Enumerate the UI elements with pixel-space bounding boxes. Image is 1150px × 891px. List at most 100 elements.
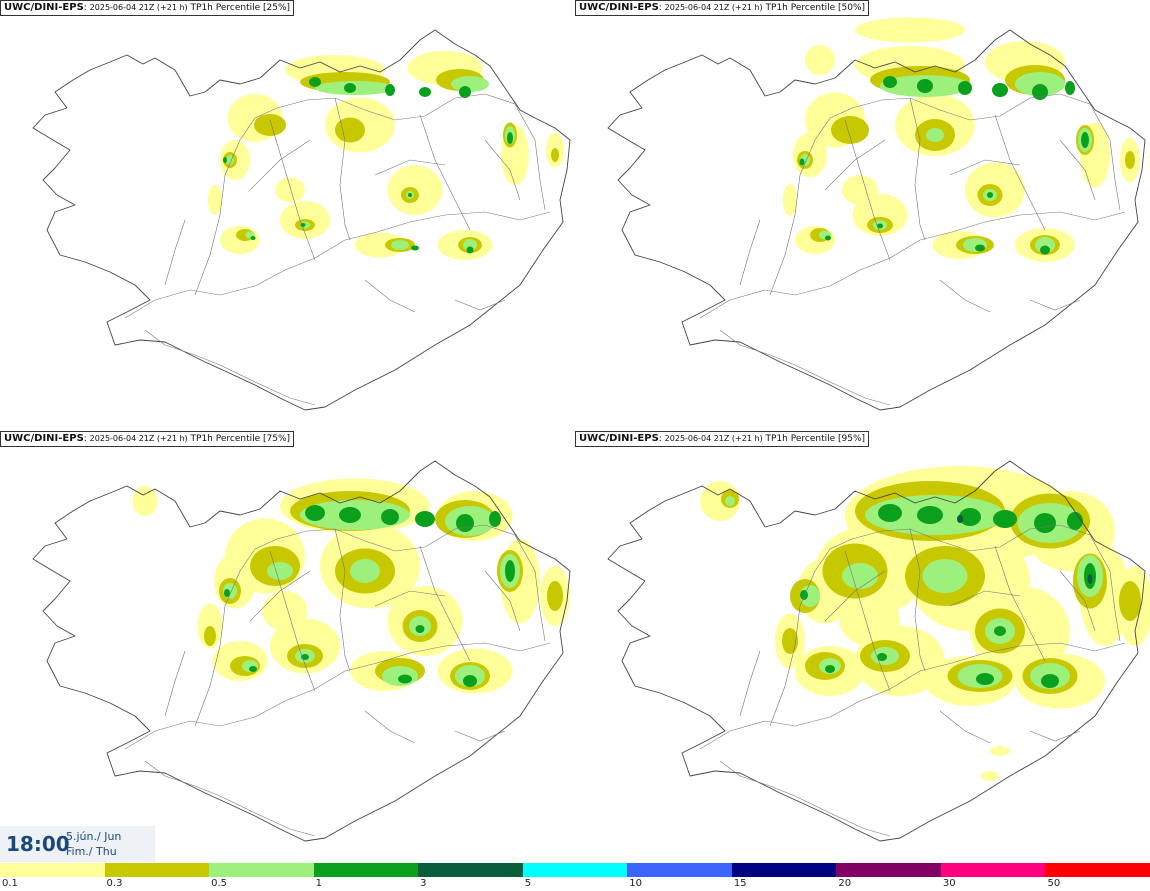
precip-area <box>992 83 1008 97</box>
road-line <box>334 528 351 672</box>
legend-swatch <box>522 863 628 877</box>
legend-swatch <box>627 863 733 877</box>
precip-area <box>855 17 965 43</box>
precip-area <box>831 116 869 144</box>
road-line <box>419 114 471 231</box>
road-line <box>454 299 506 311</box>
precip-area <box>842 563 878 589</box>
precip-area <box>262 591 308 631</box>
field-name: TP1h Percentile [50%] <box>765 3 866 13</box>
model-name: UWC/DINI-EPS <box>579 2 659 13</box>
precip-area <box>805 45 835 75</box>
road-line <box>484 139 521 201</box>
legend-swatch <box>313 863 419 877</box>
precip-area <box>459 86 471 98</box>
road-line <box>844 119 891 261</box>
precip-area <box>981 771 999 781</box>
legend-swatch <box>418 863 524 877</box>
precip-area <box>782 628 798 654</box>
precip-area <box>990 746 1010 756</box>
precip-area <box>987 192 993 198</box>
precip-area <box>725 496 735 506</box>
precip-area <box>1065 81 1075 95</box>
map-panel-p95: UWC/DINI-EPS: 2025-06-04 21Z (+21 h) TP1… <box>575 431 1150 862</box>
precip-area <box>1087 574 1093 584</box>
precip-area <box>1125 151 1135 169</box>
road-line <box>909 97 926 241</box>
valid-date-line1: 5.jún./ Jun <box>66 830 122 843</box>
model-name: UWC/DINI-EPS <box>579 433 659 444</box>
road-line <box>1059 139 1096 201</box>
legend-label: 10 <box>629 878 642 889</box>
precip-area <box>391 240 409 250</box>
precip-area <box>505 560 515 582</box>
precip-area <box>926 128 944 142</box>
precip-area <box>800 590 808 600</box>
legend-label: 1 <box>315 878 322 889</box>
legend-swatch <box>0 863 106 877</box>
precip-area <box>463 239 477 251</box>
precip-area <box>959 508 981 526</box>
color-legend: 0.1 0.3 0.5 1 3 5 10 15 20 30 50 <box>0 862 1150 891</box>
precip-area <box>355 232 405 258</box>
model-name: UWC/DINI-EPS <box>4 433 84 444</box>
road-line <box>374 590 446 607</box>
precip-area <box>132 486 158 516</box>
road-line <box>249 139 311 191</box>
legend-label: 30 <box>942 878 956 889</box>
road-line <box>334 97 351 241</box>
valid-time-box: 18:00 5.jún./ Jun Fim./ Thu <box>0 826 155 862</box>
precip-area <box>249 666 257 672</box>
field-name: TP1h Percentile [75%] <box>190 434 291 444</box>
precip-map-p95 <box>607 460 1150 842</box>
precip-area <box>451 76 489 92</box>
precip-area <box>466 246 474 254</box>
precip-area <box>489 511 501 527</box>
precip-area <box>917 79 933 93</box>
legend-label: 0.5 <box>211 878 227 889</box>
road-line <box>164 219 186 286</box>
field-name: TP1h Percentile [25%] <box>190 3 291 13</box>
road-line <box>939 279 991 313</box>
road-line <box>699 642 1126 750</box>
precip-area <box>411 245 419 251</box>
precip-area <box>783 184 797 216</box>
legend-label: 0.1 <box>2 878 18 889</box>
precip-area <box>1034 513 1056 533</box>
run-time: 2025-06-04 21Z (+21 h) <box>89 3 188 12</box>
precip-area <box>917 506 943 524</box>
road-line <box>194 93 546 296</box>
run-time: 2025-06-04 21Z (+21 h) <box>664 434 763 443</box>
precip-area <box>842 175 878 205</box>
field-name: TP1h Percentile [95%] <box>765 434 866 444</box>
road-line <box>144 329 316 406</box>
road-line <box>1029 299 1081 311</box>
panel-title: UWC/DINI-EPS: 2025-06-04 21Z (+21 h) TP1… <box>0 0 295 16</box>
road-line <box>124 211 551 319</box>
legend-label: 20 <box>838 878 852 889</box>
coastline <box>607 460 1146 842</box>
precip-area <box>877 223 883 229</box>
road-line <box>454 730 506 742</box>
road-line <box>144 760 316 837</box>
road-line <box>824 570 886 622</box>
road-line <box>269 119 316 261</box>
road-line <box>124 642 551 750</box>
road-line <box>909 528 926 672</box>
road-line <box>484 570 521 632</box>
precip-map-p50 <box>607 17 1146 411</box>
road-line <box>949 590 1021 607</box>
coastline <box>607 29 1146 411</box>
precip-area <box>456 514 474 532</box>
road-line <box>249 570 311 622</box>
precip-area <box>877 653 887 661</box>
road-line <box>824 139 886 191</box>
precip-area <box>994 626 1006 636</box>
precip-area <box>350 559 380 583</box>
precip-area <box>922 559 968 593</box>
precip-area <box>385 84 395 96</box>
precip-area <box>799 158 805 166</box>
legend-swatch <box>731 863 837 877</box>
precip-area <box>878 504 902 522</box>
road-line <box>364 279 416 313</box>
